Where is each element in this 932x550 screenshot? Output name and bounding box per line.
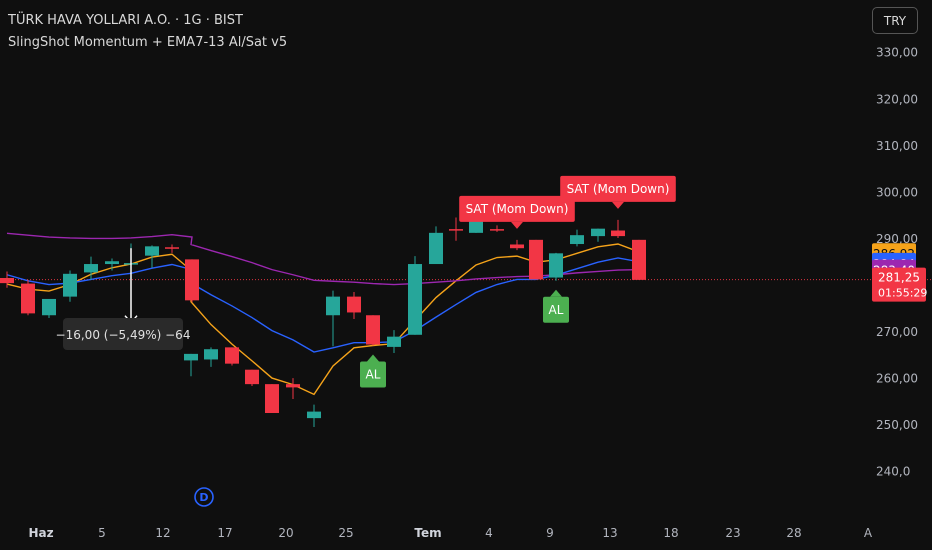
candle-body[interactable]: [265, 384, 279, 413]
x-tick-label: 13: [602, 526, 617, 540]
x-tick-label: A: [864, 526, 873, 540]
x-tick-label: 9: [546, 526, 554, 540]
currency-button[interactable]: TRY: [872, 7, 918, 34]
dividend-marker-text: D: [199, 491, 208, 504]
sell-signal-pointer: [511, 221, 523, 229]
chart-title: TÜRK HAVA YOLLARI A.O. · 1G · BIST: [8, 13, 243, 28]
buy-signal-label[interactable]: [360, 361, 386, 388]
y-tick-label: 290,00: [876, 232, 918, 246]
x-tick-label: 5: [98, 526, 106, 540]
buy-signal-pointer: [550, 289, 562, 297]
buy-signal-label[interactable]: [543, 296, 569, 323]
dividend-marker[interactable]: [194, 487, 214, 507]
y-tick-label: 270,00: [876, 325, 918, 339]
candle-body[interactable]: [510, 244, 524, 249]
y-tick-label: 260,00: [876, 372, 918, 386]
candle-body[interactable]: [449, 229, 463, 231]
x-tick-label: Haz: [28, 526, 53, 540]
candle-body[interactable]: [326, 296, 340, 316]
sell-signal-label[interactable]: [560, 175, 676, 202]
y-tick-label: 250,00: [876, 418, 918, 432]
candle-body[interactable]: [145, 246, 159, 256]
candle-body[interactable]: [347, 296, 361, 313]
x-tick-label: Tem: [414, 526, 441, 540]
candle-body[interactable]: [570, 235, 584, 245]
candle-body[interactable]: [549, 253, 563, 278]
measure-tooltip: [63, 318, 183, 350]
candle-body[interactable]: [21, 283, 35, 314]
x-tick-label: 28: [786, 526, 801, 540]
candle-body[interactable]: [105, 261, 119, 265]
candle-body[interactable]: [611, 230, 625, 237]
candle-body[interactable]: [165, 247, 179, 249]
x-tick-label: 20: [278, 526, 293, 540]
candle-body[interactable]: [366, 315, 380, 345]
candle-body[interactable]: [184, 353, 198, 361]
candle-body[interactable]: [286, 384, 300, 388]
candle-body[interactable]: [84, 264, 98, 273]
x-tick-label: 23: [725, 526, 740, 540]
candle-body[interactable]: [591, 228, 605, 237]
sell-signal-text: SAT (Mom Down): [466, 202, 569, 216]
y-tick-label: 240,0: [876, 465, 910, 479]
y-tick-label: 330,00: [876, 46, 918, 60]
buy-signal-text: AL: [366, 367, 381, 381]
candle-body[interactable]: [429, 232, 443, 265]
candle-body[interactable]: [185, 259, 199, 301]
candle-body[interactable]: [408, 264, 422, 335]
sell-signal-pointer: [612, 201, 624, 209]
x-tick-label: 18: [663, 526, 678, 540]
candle-body[interactable]: [307, 411, 321, 419]
indicator-label[interactable]: SlingShot Momentum + EMA7-13 Al/Sat v5: [8, 35, 288, 50]
y-tick-label: 300,00: [876, 185, 918, 199]
x-tick-label: 17: [217, 526, 232, 540]
countdown-text: 01:55:29: [878, 287, 927, 300]
y-tick-label: 320,00: [876, 92, 918, 106]
y-tick-label: 310,00: [876, 139, 918, 153]
buy-signal-pointer: [367, 354, 379, 362]
candle-body[interactable]: [204, 349, 218, 360]
candle-body[interactable]: [387, 336, 401, 347]
last-price-label: [872, 267, 926, 302]
candle-body[interactable]: [490, 229, 504, 231]
buy-signal-text: AL: [549, 303, 564, 317]
sell-signal-text: SAT (Mom Down): [567, 182, 670, 196]
candle-body[interactable]: [245, 369, 259, 385]
candle-body[interactable]: [63, 273, 77, 297]
x-tick-label: 12: [155, 526, 170, 540]
x-tick-label: 4: [485, 526, 493, 540]
candle-body[interactable]: [0, 278, 14, 284]
candle-body[interactable]: [529, 239, 543, 280]
candle-body[interactable]: [42, 298, 56, 316]
last-price-text: 281,25: [878, 271, 920, 285]
x-tick-label: 25: [338, 526, 353, 540]
candle-body[interactable]: [225, 347, 239, 364]
measure-tooltip-text: −16,00 (−5,49%) −64: [56, 328, 191, 342]
sell-signal-label[interactable]: [459, 195, 575, 222]
candle-body[interactable]: [632, 239, 646, 280]
